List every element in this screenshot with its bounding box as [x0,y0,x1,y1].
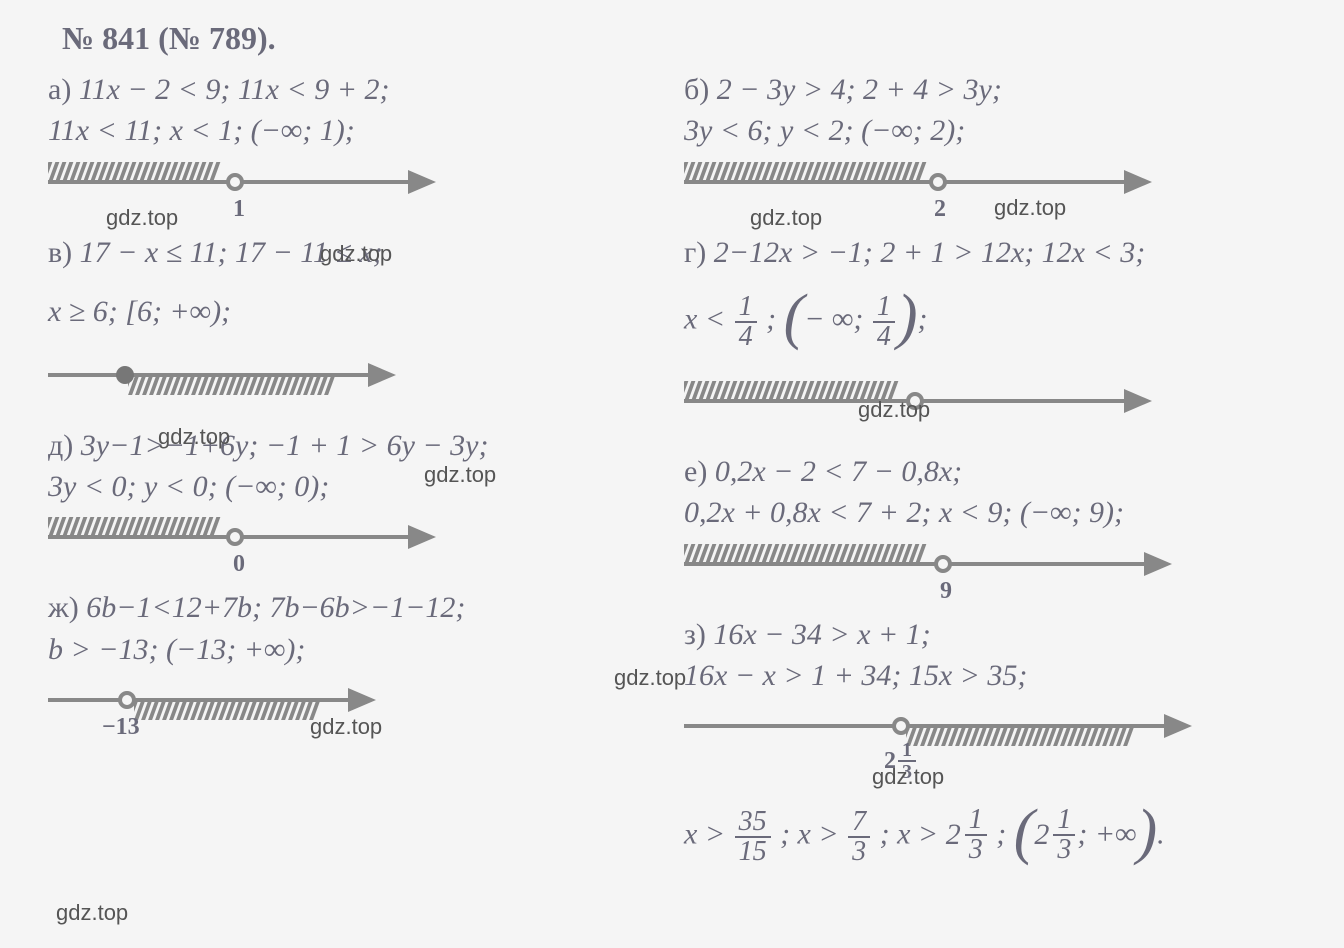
numberline-a: 1 [48,158,660,218]
numberline-e: 9 [684,540,1296,600]
problem-d: д) 3y−1>−1+6y; −1 + 1 > 6y − 3y; 3y < 0;… [48,425,660,574]
problem-v-line2: x ≥ 6; [6; +∞); [48,273,660,344]
problem-b-line1: б) 2 − 3y > 4; 2 + 4 > 3y; [684,69,1296,110]
problem-a-line1: а) 11x − 2 < 9; 11x < 9 + 2; [48,69,660,110]
problem-d-line1: д) 3y−1>−1+6y; −1 + 1 > 6y − 3y; [48,425,660,466]
problem-a-line2: 11x < 11; x < 1; (−∞; 1); [48,110,660,151]
problem-zh-line1: ж) 6b−1<12+7b; 7b−6b>−1−12; [48,587,660,628]
numberline-b: 2 [684,158,1296,218]
numberline-g [684,377,1296,437]
problem-z-final: x > 3515 ; x > 73 ; x > 213 ; (213; +∞). [684,790,1296,880]
problem-b-line2: 3y < 6; y < 2; (−∞; 2); [684,110,1296,151]
problem-a: а) 11x − 2 < 9; 11x < 9 + 2; 11x < 11; x… [48,69,660,218]
numberline-zh: −13 [48,676,660,750]
content-columns: а) 11x − 2 < 9; 11x < 9 + 2; 11x < 11; x… [48,69,1296,894]
left-column: а) 11x − 2 < 9; 11x < 9 + 2; 11x < 11; x… [48,69,660,894]
problem-z: з) 16x − 34 > x + 1; 16x − x > 1 + 34; 1… [684,614,1296,880]
problem-v-line1: в) 17 − x ≤ 11; 17 − 11 ≤ x; [48,232,660,273]
problem-d-line2: 3y < 0; y < 0; (−∞; 0); [48,466,660,507]
right-column: б) 2 − 3y > 4; 2 + 4 > 3y; 3y < 6; y < 2… [684,69,1296,894]
problem-e: е) 0,2x − 2 < 7 − 0,8x; 0,2x + 0,8x < 7 … [684,451,1296,600]
problem-e-line2: 0,2x + 0,8x < 7 + 2; x < 9; (−∞; 9); [684,492,1296,533]
problem-g-line2: x < 14 ; (− ∞; 14); [684,273,1296,371]
problem-zh-line2: b > −13; (−13; +∞); [48,629,660,670]
page-title: № 841 (№ 789). [62,20,1296,57]
numberline-v [48,351,660,411]
problem-z-line2: 16x − x > 1 + 34; 15x > 35; [684,655,1296,696]
numberline-d: 0 [48,513,660,573]
problem-b: б) 2 − 3y > 4; 2 + 4 > 3y; 3y < 6; y < 2… [684,69,1296,218]
numberline-z: 213 [684,702,1296,788]
problem-g: г) 2−12x > −1; 2 + 1 > 12x; 12x < 3; x <… [684,232,1296,437]
problem-zh: ж) 6b−1<12+7b; 7b−6b>−1−12; b > −13; (−1… [48,587,660,750]
problem-z-line1: з) 16x − 34 > x + 1; [684,614,1296,655]
problem-v: в) 17 − x ≤ 11; 17 − 11 ≤ x; x ≥ 6; [6; … [48,232,660,411]
problem-e-line1: е) 0,2x − 2 < 7 − 0,8x; [684,451,1296,492]
watermark: gdz.top [56,900,128,926]
problem-g-line1: г) 2−12x > −1; 2 + 1 > 12x; 12x < 3; [684,232,1296,273]
